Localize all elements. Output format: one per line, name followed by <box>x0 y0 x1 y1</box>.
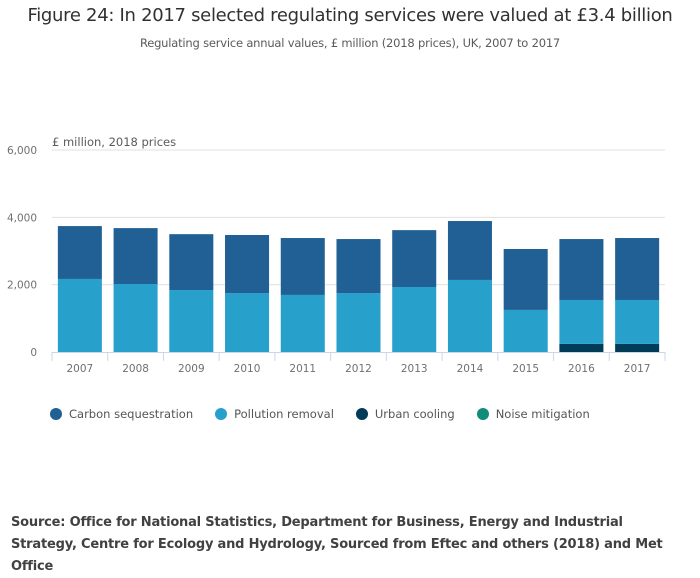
legend-item-urban-cooling[interactable]: Urban cooling <box>355 407 455 421</box>
bar-urban-cooling-2016[interactable] <box>559 343 604 352</box>
bar-carbon-sequestration-2008[interactable] <box>113 228 158 284</box>
legend-item-pollution-removal[interactable]: Pollution removal <box>215 407 334 421</box>
bar-pollution-removal-2009[interactable] <box>169 290 214 352</box>
bar-carbon-sequestration-2013[interactable] <box>392 230 437 288</box>
legend-label: Carbon sequestration <box>69 407 194 421</box>
x-tick-label: 2014 <box>457 363 484 375</box>
chart-title: Figure 24: In 2017 selected regulating s… <box>27 5 673 26</box>
bar-pollution-removal-2017[interactable] <box>615 299 660 344</box>
legend: Carbon sequestration Pollution removal U… <box>50 407 612 421</box>
bar-pollution-removal-2014[interactable] <box>447 279 492 352</box>
bar-pollution-removal-2011[interactable] <box>280 294 325 352</box>
bar-carbon-sequestration-2016[interactable] <box>559 239 604 300</box>
bar-pollution-removal-2012[interactable] <box>336 293 381 352</box>
bar-carbon-sequestration-2017[interactable] <box>615 238 660 300</box>
legend-item-carbon-sequestration[interactable]: Carbon sequestration <box>50 407 193 421</box>
bar-stack-2012[interactable] <box>336 239 381 352</box>
y-axis: 0 2,000 4,000 6,000 <box>7 145 37 359</box>
bar-stack-2007[interactable] <box>57 226 102 352</box>
bar-stack-2014[interactable] <box>447 221 492 352</box>
x-tick-label: 2008 <box>122 363 149 375</box>
bar-carbon-sequestration-2012[interactable] <box>336 239 381 294</box>
x-tick-label: 2016 <box>568 363 595 375</box>
x-tick-label: 2011 <box>289 363 316 375</box>
x-tick-label: 2007 <box>66 363 93 375</box>
y-tick-label: 2,000 <box>7 280 37 292</box>
legend-swatch-icon <box>355 408 368 420</box>
bar-pollution-removal-2013[interactable] <box>392 287 437 352</box>
bar-carbon-sequestration-2011[interactable] <box>280 238 325 295</box>
bar-stack-2011[interactable] <box>280 238 325 352</box>
bar-pollution-removal-2008[interactable] <box>113 283 158 352</box>
legend-item-noise-mitigation[interactable]: Noise mitigation <box>476 407 590 421</box>
bar-stack-2010[interactable] <box>225 235 270 352</box>
x-tick-label: 2012 <box>345 363 372 375</box>
bar-carbon-sequestration-2007[interactable] <box>57 226 102 279</box>
bar-carbon-sequestration-2015[interactable] <box>503 248 548 310</box>
legend-label: Pollution removal <box>234 407 334 421</box>
bar-pollution-removal-2010[interactable] <box>225 293 270 352</box>
legend-label: Noise mitigation <box>495 407 590 421</box>
bar-carbon-sequestration-2009[interactable] <box>169 234 214 291</box>
x-tick-label: 2013 <box>401 363 428 375</box>
source-note: Source: Office for National Statistics, … <box>11 515 663 574</box>
legend-swatch-icon <box>50 408 62 420</box>
bar-stack-2016[interactable] <box>559 239 604 352</box>
bars <box>57 221 660 352</box>
bar-stack-2009[interactable] <box>169 234 214 352</box>
bar-carbon-sequestration-2010[interactable] <box>225 235 270 294</box>
bar-pollution-removal-2015[interactable] <box>503 309 548 352</box>
y-tick-label: 6,000 <box>7 145 37 157</box>
x-axis: 2007 2008 2009 2010 2011 2012 2013 2014 2015 2016… <box>51 352 666 375</box>
y-tick-label: 4,000 <box>7 212 37 224</box>
y-tick-label: 0 <box>30 347 37 359</box>
x-tick-label: 2017 <box>624 363 651 375</box>
x-tick-label: 2010 <box>234 363 261 375</box>
legend-swatch-icon <box>476 408 489 420</box>
bar-stack-2008[interactable] <box>113 228 158 352</box>
x-tick-label: 2009 <box>178 363 205 375</box>
x-tick-label: 2015 <box>512 363 539 375</box>
bar-stack-2015[interactable] <box>503 248 548 352</box>
bar-urban-cooling-2017[interactable] <box>615 343 660 352</box>
bar-stack-2017[interactable] <box>615 238 660 352</box>
y-axis-unit-label: £ million, 2018 prices <box>52 135 176 149</box>
bar-carbon-sequestration-2014[interactable] <box>447 221 492 280</box>
legend-label: Urban cooling <box>374 407 455 421</box>
legend-swatch-icon <box>215 408 228 420</box>
bar-pollution-removal-2007[interactable] <box>57 278 102 352</box>
bar-pollution-removal-2016[interactable] <box>559 299 604 344</box>
chart-subtitle: Regulating service annual values, £ mill… <box>139 36 561 50</box>
bar-stack-2013[interactable] <box>392 230 437 352</box>
